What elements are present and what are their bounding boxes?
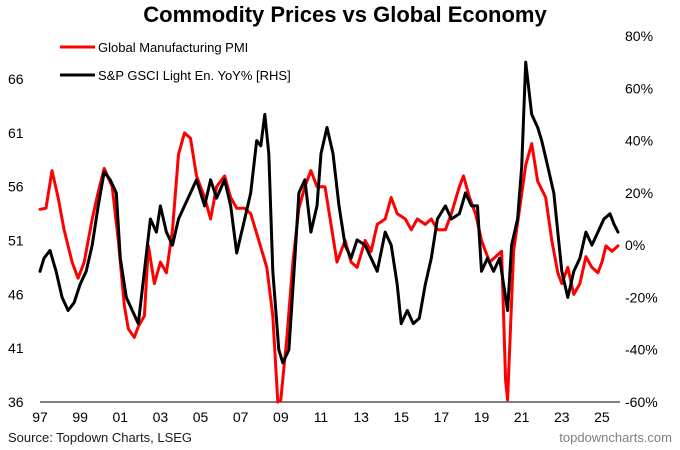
left-y-tick-label: 36 [8, 394, 24, 410]
x-tick-label: 23 [554, 409, 570, 425]
legend-label-pmi: Global Manufacturing PMI [98, 40, 248, 55]
x-tick-label: 09 [273, 409, 289, 425]
x-tick-label: 11 [314, 409, 329, 425]
series-layer [38, 60, 620, 404]
right-y-tick-label: 0% [625, 237, 645, 253]
series-line-pmi [38, 131, 620, 404]
left-y-tick-label: 51 [8, 233, 24, 249]
right-y-tick-label: -40% [625, 342, 658, 358]
right-y-tick-label: 40% [625, 133, 653, 149]
x-tick-label: 15 [393, 409, 409, 425]
left-y-tick-label: 41 [8, 340, 24, 356]
right-y-tick-label: 60% [625, 80, 653, 96]
legend: Global Manufacturing PMI S&P GSCI Light … [60, 40, 291, 83]
x-tick-label: 05 [193, 409, 209, 425]
x-tick-label: 13 [353, 409, 369, 425]
left-y-tick-label: 56 [8, 179, 24, 195]
left-y-tick-label: 61 [8, 125, 24, 141]
legend-label-gsci: S&P GSCI Light En. YoY% [RHS] [98, 68, 291, 83]
axes: 97 99 01 03 05 07 09 11 13 15 17 19 21 23 25 66 61 56 51 46… [8, 28, 658, 425]
chart-title: Commodity Prices vs Global Economy [143, 2, 547, 27]
left-y-tick-label: 46 [8, 286, 24, 302]
x-tick-label: 07 [233, 409, 249, 425]
x-tick-label: 25 [594, 409, 610, 425]
right-y-tick-label: 80% [625, 28, 653, 44]
x-tick-label: 01 [112, 409, 128, 425]
right-y-tick-label: 20% [625, 185, 653, 201]
right-y-tick-label: -60% [625, 394, 658, 410]
right-y-tick-label: -20% [625, 289, 658, 305]
source-note: Source: Topdown Charts, LSEG [8, 430, 192, 445]
x-tick-label: 19 [474, 409, 490, 425]
series-line-gsci [38, 60, 620, 365]
x-tick-label: 99 [72, 409, 88, 425]
left-y-tick-label: 66 [8, 71, 24, 87]
brand-label: topdowncharts.com [559, 430, 672, 445]
x-tick-label: 97 [32, 409, 48, 425]
x-tick-label: 21 [514, 409, 530, 425]
x-tick-label: 03 [153, 409, 169, 425]
x-tick-label: 17 [434, 409, 450, 425]
